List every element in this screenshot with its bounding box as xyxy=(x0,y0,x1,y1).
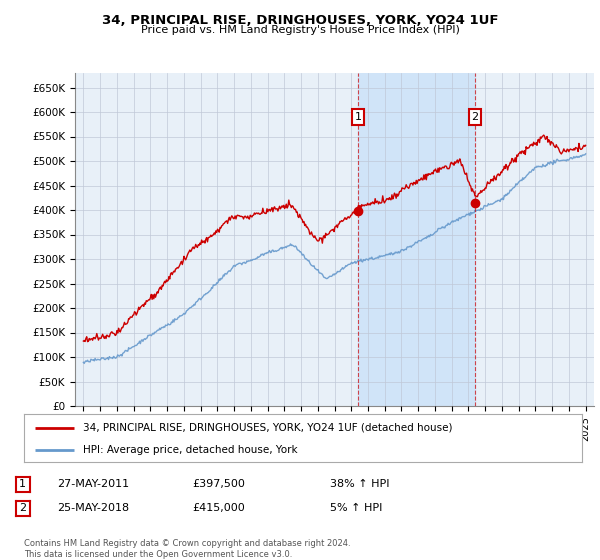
Text: Price paid vs. HM Land Registry's House Price Index (HPI): Price paid vs. HM Land Registry's House … xyxy=(140,25,460,35)
Text: £397,500: £397,500 xyxy=(192,479,245,489)
Text: HPI: Average price, detached house, York: HPI: Average price, detached house, York xyxy=(83,445,297,455)
Text: 38% ↑ HPI: 38% ↑ HPI xyxy=(330,479,389,489)
Text: 34, PRINCIPAL RISE, DRINGHOUSES, YORK, YO24 1UF: 34, PRINCIPAL RISE, DRINGHOUSES, YORK, Y… xyxy=(102,14,498,27)
Text: 27-MAY-2011: 27-MAY-2011 xyxy=(57,479,129,489)
Text: £415,000: £415,000 xyxy=(192,503,245,514)
Text: 1: 1 xyxy=(355,112,361,122)
Text: Contains HM Land Registry data © Crown copyright and database right 2024.
This d: Contains HM Land Registry data © Crown c… xyxy=(24,539,350,559)
Text: 2: 2 xyxy=(19,503,26,514)
Text: 25-MAY-2018: 25-MAY-2018 xyxy=(57,503,129,514)
Text: 1: 1 xyxy=(19,479,26,489)
Text: 2: 2 xyxy=(472,112,479,122)
Text: 34, PRINCIPAL RISE, DRINGHOUSES, YORK, YO24 1UF (detached house): 34, PRINCIPAL RISE, DRINGHOUSES, YORK, Y… xyxy=(83,423,452,433)
Text: 5% ↑ HPI: 5% ↑ HPI xyxy=(330,503,382,514)
Bar xyxy=(358,73,475,406)
